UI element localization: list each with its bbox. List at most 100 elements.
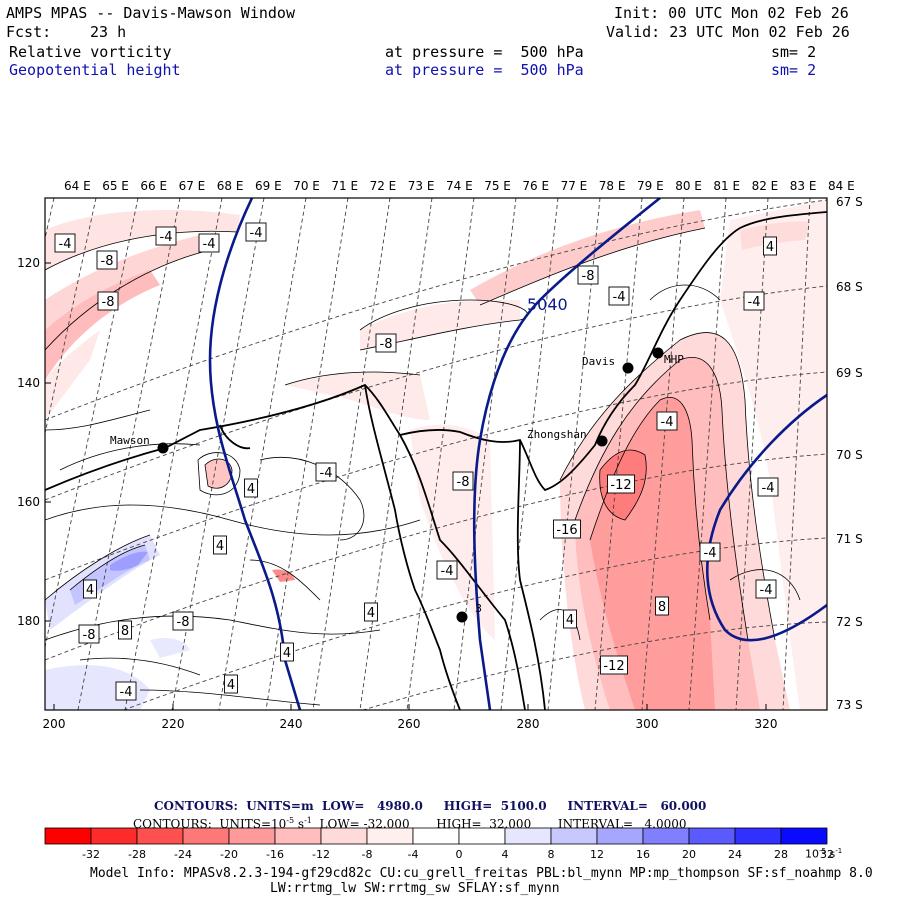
vorticity-label: -4: [320, 466, 333, 481]
vorticity-label-box: [763, 236, 777, 256]
vorticity-label: -4: [748, 295, 761, 310]
field2-smoothing: sm= 2: [771, 61, 817, 79]
vorticity-label: -4: [120, 685, 133, 700]
vorticity-label-box: [83, 579, 97, 599]
vorticity-label: -4: [59, 237, 72, 252]
y-tick-label: 180: [17, 614, 40, 628]
lon-label: 64 E: [64, 179, 91, 193]
vorticity-label-box: [757, 477, 779, 497]
vorticity-label: -4: [661, 415, 674, 430]
colorbar-tick-label: -12: [312, 848, 330, 861]
vorticity-label-box: [699, 542, 721, 562]
x-tick-label: 260: [398, 717, 421, 731]
x-tick-label: 200: [43, 717, 66, 731]
vorticity-label-box: [96, 250, 118, 270]
colorbar-tick-label: -32: [82, 848, 100, 861]
vorticity-label: -12: [610, 478, 631, 493]
colorbar-unit: 10-5 s-1: [805, 847, 843, 861]
colorbar-tick-label: 16: [636, 848, 650, 861]
height-contour-info: CONTOURS: UNITS=m LOW= 4980.0 HIGH= 5100…: [154, 799, 707, 813]
field2-name: Geopotential height: [9, 61, 181, 79]
forecast-label: Fcst:: [6, 23, 52, 41]
field1-name: Relative vorticity: [9, 43, 172, 61]
vorticity-label-box: [608, 286, 630, 306]
lon-label: 76 E: [522, 179, 549, 193]
colorbar-swatch: [90, 827, 138, 845]
vorticity-label-box: [54, 233, 76, 253]
vorticity-label-box: [577, 265, 599, 285]
y-tick-label: 160: [17, 495, 40, 509]
lon-label: 72 E: [370, 179, 397, 193]
x-tick-label: 300: [636, 717, 659, 731]
vorticity-label: -4: [704, 546, 717, 561]
lat-label: 71 S: [836, 532, 863, 546]
vorticity-label-box: [600, 655, 628, 675]
vorticity-label-box: [656, 411, 678, 431]
vorticity-label-box: [118, 620, 132, 640]
vorticity-label-box: [452, 471, 474, 491]
vorticity-label: -16: [556, 523, 577, 538]
vorticity-label: -4: [203, 237, 216, 252]
vorticity-label: -12: [603, 659, 624, 674]
lon-label: 74 E: [446, 179, 473, 193]
vorticity-label-box: [115, 681, 137, 701]
lat-label: 67 S: [836, 195, 863, 209]
vorticity-labels: -4 -4 -8 -4 -4 -8 -8 -4 -4 4 -8 -4 -12 -16 -8 -4 4 4 4 4 4 4 8…: [54, 222, 779, 701]
lon-label: 70 E: [293, 179, 320, 193]
vorticity-shading: [45, 200, 827, 710]
vorticity-label-box: [436, 560, 458, 580]
colorbar-tick-label: -4: [407, 848, 419, 861]
colorbar-tick-label: 20: [682, 848, 696, 861]
station-davis-marker: [622, 362, 634, 374]
station-zhongshan-marker: [596, 435, 608, 447]
vorticity-label: 4: [216, 539, 224, 554]
vorticity-label-box: [280, 642, 294, 662]
vorticity-label: -8: [101, 254, 114, 269]
lon-label: 79 E: [637, 179, 664, 193]
colorbar-swatch: [780, 827, 828, 845]
vorticity-label-box: [655, 596, 669, 616]
lon-label: 78 E: [599, 179, 626, 193]
lon-label: 65 E: [102, 179, 129, 193]
y-tick-label: 140: [17, 376, 40, 390]
colorbar-swatch: [734, 827, 782, 845]
geopotential-contours: [208, 198, 827, 710]
lon-label: 84 E: [828, 179, 855, 193]
lon-label: 67 E: [179, 179, 206, 193]
model-info-line1: Model Info: MPASv8.2.3-194-gf29cd82c CU:…: [90, 866, 873, 881]
x-tick-label: 280: [517, 717, 540, 731]
lon-label: 68 E: [217, 179, 244, 193]
field2-level: at pressure = 500 hPa: [385, 61, 584, 79]
height-contour-5040: 5040: [527, 295, 568, 314]
colorbar-tick-label: 8: [547, 848, 555, 861]
vorticity-label: 4: [566, 613, 574, 628]
lat-label: 72 S: [836, 615, 863, 629]
colorbar-tick-label: -16: [266, 848, 284, 861]
vorticity-label-box: [172, 611, 194, 631]
colorbar-tick-label: -28: [128, 848, 146, 861]
station-label-davis: Davis: [582, 355, 615, 368]
vorticity-label: -4: [250, 226, 263, 241]
lon-label: 81 E: [713, 179, 740, 193]
vorticity-label: 4: [247, 482, 255, 497]
lon-label: 71 E: [331, 179, 358, 193]
vorticity-label-box: [213, 535, 227, 555]
forecast-hour: 23 h: [90, 23, 127, 41]
vorticity-label-box: [563, 609, 577, 629]
vorticity-label: -8: [380, 337, 393, 352]
plot-frame: [44, 197, 828, 711]
lat-label: 70 S: [836, 448, 863, 462]
vorticity-label: 4: [227, 678, 235, 693]
vorticity-label: -4: [613, 290, 626, 305]
lon-label: 82 E: [752, 179, 779, 193]
colorbar-tick-label: 32: [820, 848, 834, 861]
station-labels: Mawson Davis MHP Zhongshan 3: [110, 353, 684, 615]
station-mhp-marker: [652, 347, 664, 359]
vorticity-label-box: [375, 333, 397, 353]
y-tick-label: 120: [17, 256, 40, 270]
vorticity-label: 8: [121, 624, 129, 639]
colorbar-tick-label: 24: [728, 848, 742, 861]
vorticity-label: -4: [760, 583, 773, 598]
lat-label: 69 S: [836, 366, 863, 380]
vorticity-label-box: [743, 291, 765, 311]
